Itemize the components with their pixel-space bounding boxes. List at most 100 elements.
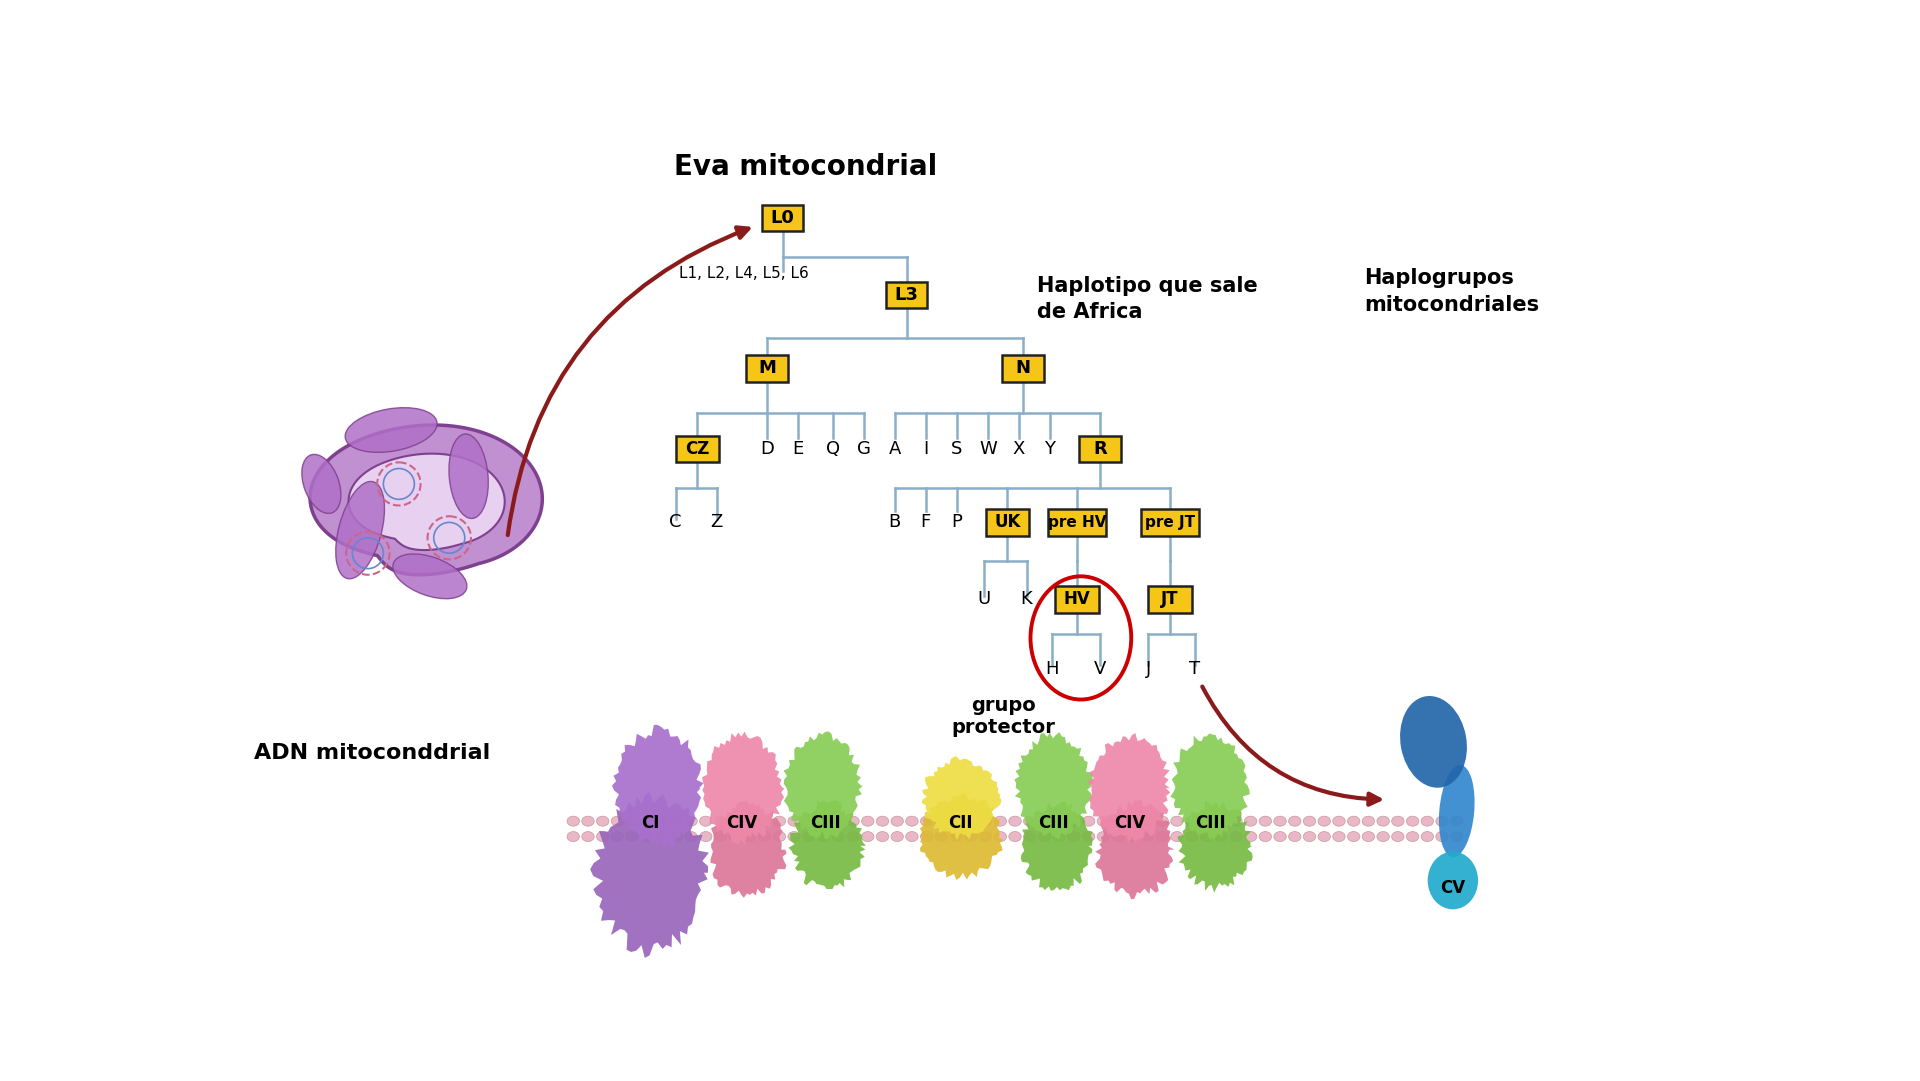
Polygon shape [309, 425, 541, 575]
Ellipse shape [655, 816, 668, 826]
Ellipse shape [1438, 765, 1475, 857]
Ellipse shape [730, 816, 741, 826]
Ellipse shape [1023, 831, 1037, 842]
Ellipse shape [818, 816, 829, 826]
Ellipse shape [1185, 816, 1198, 826]
Ellipse shape [774, 831, 785, 842]
Text: CIV: CIV [1114, 814, 1146, 831]
Ellipse shape [979, 831, 993, 842]
Polygon shape [1021, 801, 1092, 891]
Ellipse shape [1304, 816, 1315, 826]
Ellipse shape [1392, 816, 1404, 826]
Ellipse shape [862, 831, 874, 842]
Ellipse shape [1052, 816, 1066, 826]
Ellipse shape [1112, 831, 1125, 842]
Ellipse shape [891, 816, 904, 826]
Ellipse shape [1200, 816, 1213, 826]
Text: pre JT: pre JT [1144, 515, 1194, 530]
Text: P: P [952, 513, 962, 532]
Text: CV: CV [1440, 879, 1465, 897]
Ellipse shape [301, 454, 342, 513]
Text: CIII: CIII [1039, 814, 1069, 831]
Ellipse shape [1348, 831, 1359, 842]
Text: HV: HV [1064, 590, 1091, 609]
Ellipse shape [582, 831, 593, 842]
Ellipse shape [1171, 816, 1183, 826]
Ellipse shape [1405, 831, 1419, 842]
Ellipse shape [1083, 831, 1094, 842]
FancyBboxPatch shape [1148, 586, 1192, 613]
Ellipse shape [1068, 816, 1081, 826]
Ellipse shape [906, 831, 918, 842]
Ellipse shape [449, 433, 488, 519]
Text: ADN mitoconddrial: ADN mitoconddrial [253, 744, 490, 763]
FancyBboxPatch shape [985, 509, 1029, 535]
Ellipse shape [1244, 831, 1258, 842]
Polygon shape [349, 454, 505, 550]
Ellipse shape [670, 831, 682, 842]
Ellipse shape [346, 408, 438, 452]
FancyBboxPatch shape [1079, 436, 1121, 463]
Text: U: U [977, 590, 991, 609]
Text: T: T [1188, 659, 1200, 678]
Ellipse shape [730, 831, 741, 842]
Ellipse shape [1052, 831, 1066, 842]
Text: L0: L0 [770, 210, 795, 227]
Ellipse shape [1127, 816, 1139, 826]
Polygon shape [1014, 732, 1094, 840]
Ellipse shape [1200, 831, 1213, 842]
Ellipse shape [950, 816, 962, 826]
Ellipse shape [1008, 831, 1021, 842]
Ellipse shape [818, 831, 829, 842]
Ellipse shape [964, 831, 977, 842]
Ellipse shape [803, 816, 816, 826]
Ellipse shape [787, 816, 801, 826]
FancyBboxPatch shape [885, 282, 927, 308]
Text: Z: Z [710, 513, 722, 532]
Text: D: D [760, 440, 774, 458]
Ellipse shape [1127, 831, 1139, 842]
Ellipse shape [1096, 816, 1110, 826]
Text: M: M [758, 359, 776, 377]
Ellipse shape [1244, 816, 1258, 826]
Ellipse shape [831, 816, 845, 826]
Ellipse shape [611, 816, 624, 826]
Ellipse shape [935, 831, 948, 842]
Text: E: E [793, 440, 804, 458]
Ellipse shape [670, 816, 682, 826]
Text: X: X [1012, 440, 1025, 458]
Ellipse shape [1377, 816, 1390, 826]
Ellipse shape [1185, 831, 1198, 842]
Text: F: F [922, 513, 931, 532]
Ellipse shape [685, 831, 697, 842]
Ellipse shape [774, 816, 785, 826]
Text: A: A [889, 440, 900, 458]
Text: V: V [1094, 659, 1106, 678]
Ellipse shape [1260, 831, 1271, 842]
Text: H: H [1046, 659, 1060, 678]
Ellipse shape [699, 831, 712, 842]
Text: J: J [1146, 659, 1150, 678]
FancyBboxPatch shape [1140, 509, 1200, 535]
Text: Haplogrupos
mitocondriales: Haplogrupos mitocondriales [1363, 268, 1538, 315]
Ellipse shape [891, 831, 904, 842]
Ellipse shape [979, 816, 993, 826]
Text: B: B [889, 513, 900, 532]
Text: K: K [1021, 590, 1033, 609]
Ellipse shape [920, 831, 933, 842]
Text: CII: CII [948, 814, 973, 831]
Ellipse shape [1405, 816, 1419, 826]
Ellipse shape [1112, 816, 1125, 826]
Ellipse shape [758, 816, 770, 826]
FancyBboxPatch shape [762, 205, 803, 231]
Ellipse shape [906, 816, 918, 826]
Polygon shape [920, 793, 1002, 880]
Ellipse shape [1215, 816, 1227, 826]
Polygon shape [922, 757, 1002, 840]
Ellipse shape [862, 816, 874, 826]
Ellipse shape [1392, 831, 1404, 842]
Text: CIII: CIII [1194, 814, 1225, 831]
Ellipse shape [1229, 831, 1242, 842]
Text: grupo
protector: grupo protector [952, 696, 1056, 736]
Ellipse shape [1068, 831, 1081, 842]
